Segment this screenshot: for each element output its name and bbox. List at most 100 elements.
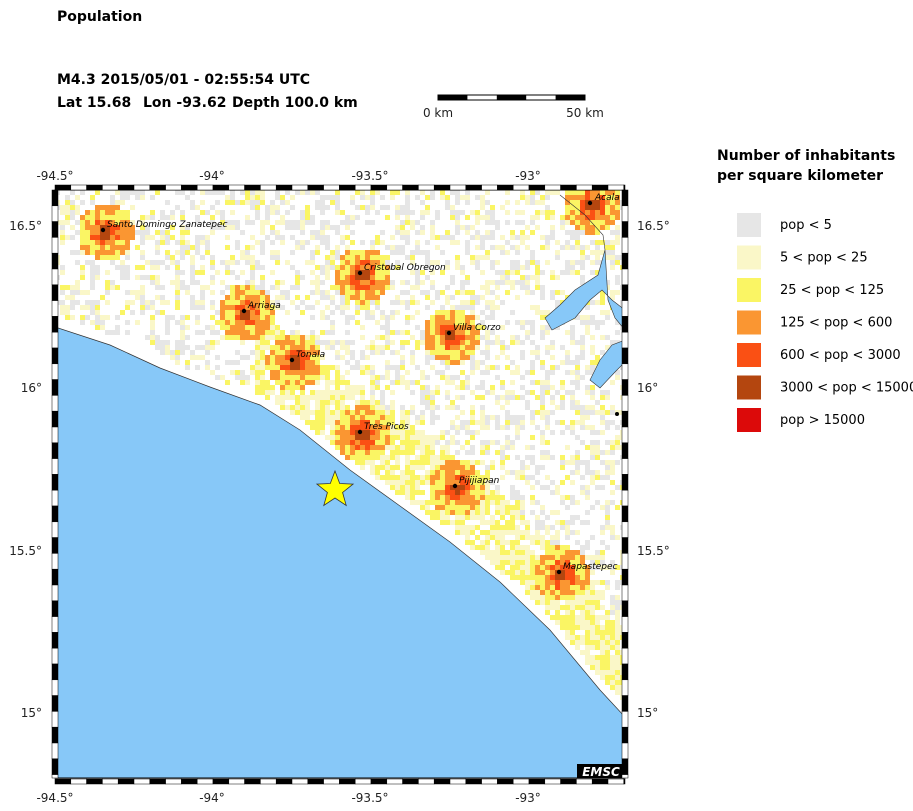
population-cell [460, 520, 465, 525]
population-cell [120, 190, 125, 195]
population-cell [600, 350, 605, 355]
population-cell [245, 280, 250, 285]
population-cell [260, 230, 265, 235]
population-cell [365, 205, 370, 210]
population-cell [200, 330, 205, 335]
population-cell [555, 390, 560, 395]
population-cell [580, 350, 585, 355]
population-cell [400, 205, 405, 210]
population-cell [335, 425, 340, 430]
population-cell [350, 350, 355, 355]
population-cell [450, 355, 455, 360]
population-cell [540, 285, 545, 290]
population-cell [320, 425, 325, 430]
population-cell [580, 650, 585, 655]
population-cell [115, 245, 120, 250]
population-cell [320, 230, 325, 235]
population-cell [175, 340, 180, 345]
population-cell [195, 305, 200, 310]
population-cell [435, 490, 440, 495]
population-cell [460, 300, 465, 305]
population-cell [605, 250, 610, 255]
population-cell [370, 365, 375, 370]
population-cell [420, 270, 425, 275]
population-cell [510, 335, 515, 340]
population-cell [425, 375, 430, 380]
population-cell [530, 190, 535, 195]
population-cell [150, 195, 155, 200]
population-cell [115, 240, 120, 245]
population-cell [595, 255, 600, 260]
population-cell [370, 200, 375, 205]
population-cell [525, 335, 530, 340]
population-cell [570, 205, 575, 210]
population-cell [380, 455, 385, 460]
population-cell [70, 300, 75, 305]
population-cell [250, 190, 255, 195]
population-cell [250, 290, 255, 295]
event-lon: Lon -93.62 [143, 95, 226, 111]
population-cell [615, 320, 620, 325]
population-cell [105, 250, 110, 255]
population-cell [520, 195, 525, 200]
scale-segment [555, 95, 585, 100]
population-cell [525, 480, 530, 485]
population-cell [405, 200, 410, 205]
population-cell [160, 215, 165, 220]
population-cell [570, 630, 575, 635]
population-cell [525, 590, 530, 595]
population-cell [410, 250, 415, 255]
population-cell [335, 190, 340, 195]
population-cell [515, 340, 520, 345]
population-cell [385, 285, 390, 290]
population-cell [535, 270, 540, 275]
population-cell [435, 345, 440, 350]
population-cell [145, 225, 150, 230]
population-cell [470, 210, 475, 215]
population-cell [440, 515, 445, 520]
population-cell [470, 530, 475, 535]
frame-tick [196, 184, 214, 191]
population-cell [260, 335, 265, 340]
population-cell [480, 255, 485, 260]
population-cell [400, 360, 405, 365]
population-cell [600, 410, 605, 415]
population-cell [515, 535, 520, 540]
population-cell [440, 340, 445, 345]
population-cell [305, 355, 310, 360]
population-cell [60, 205, 65, 210]
population-cell [435, 310, 440, 315]
population-cell [60, 310, 65, 315]
population-cell [485, 505, 490, 510]
population-cell [610, 240, 615, 245]
population-cell [370, 270, 375, 275]
population-cell [455, 440, 460, 445]
population-cell [140, 240, 145, 245]
population-cell [580, 255, 585, 260]
population-cell [500, 385, 505, 390]
population-cell [115, 255, 120, 260]
population-cell [405, 385, 410, 390]
frame-tick [307, 184, 324, 191]
population-cell [495, 365, 500, 370]
population-cell [465, 475, 470, 480]
population-cell [370, 375, 375, 380]
population-cell [160, 340, 165, 345]
population-cell [355, 320, 360, 325]
population-cell [250, 280, 255, 285]
population-cell [480, 395, 485, 400]
population-cell [585, 640, 590, 645]
population-cell [90, 220, 95, 225]
population-cell [395, 490, 400, 495]
population-cell [380, 410, 385, 415]
frame-tick [149, 184, 166, 191]
population-cell [575, 230, 580, 235]
population-cell [215, 340, 220, 345]
population-cell [295, 360, 300, 365]
population-cell [225, 320, 230, 325]
population-cell [605, 195, 610, 200]
population-cell [470, 390, 475, 395]
population-cell [230, 320, 235, 325]
population-cell [205, 190, 210, 195]
frame-tick [86, 184, 103, 191]
